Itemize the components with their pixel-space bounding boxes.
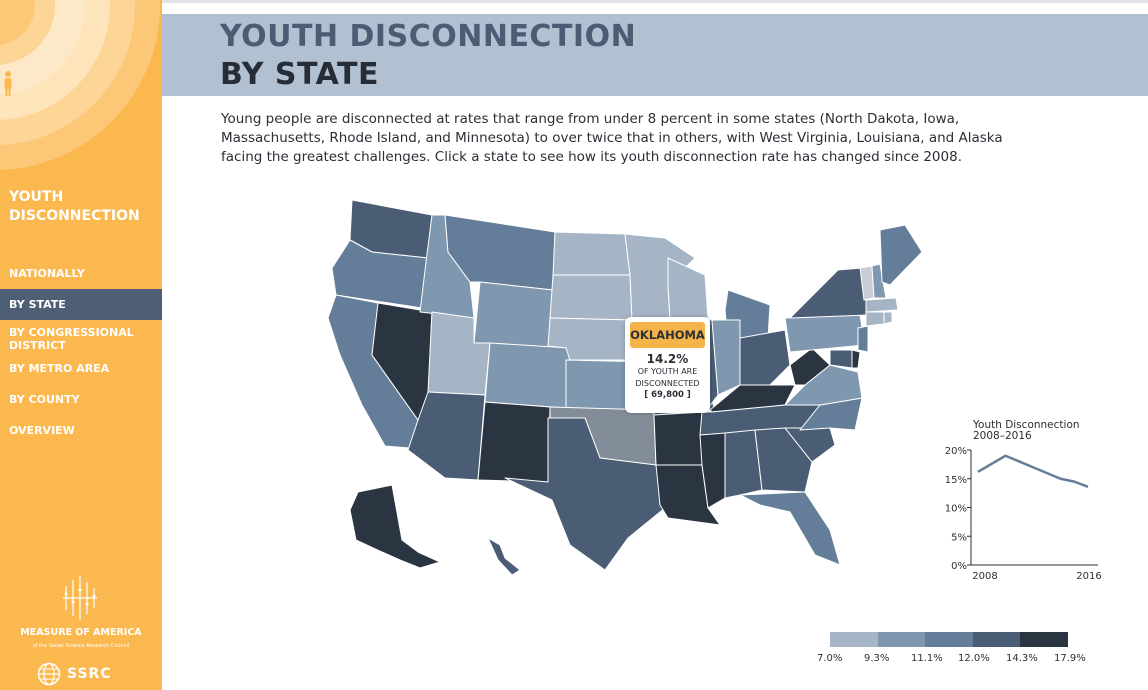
page-title-line2: BY STATE <box>220 57 379 92</box>
legend-swatch <box>925 632 973 647</box>
y-tick-label: 0% <box>951 561 967 572</box>
legend-swatch <box>972 632 1020 647</box>
state-delaware[interactable] <box>851 349 861 369</box>
state-south-dakota[interactable] <box>549 274 633 321</box>
state-connecticut[interactable] <box>865 311 885 327</box>
y-tick-label: 10% <box>945 504 967 515</box>
state-arizona[interactable] <box>407 391 486 481</box>
legend-label: 9.3% <box>864 653 890 664</box>
state-new-york[interactable] <box>789 267 869 319</box>
state-alaska[interactable] <box>349 484 441 569</box>
state-massachusetts[interactable] <box>865 297 899 313</box>
nav-by-state[interactable]: BY STATE <box>0 289 162 320</box>
trend-line-chart: 20% 15% 10% 5% 0% 2008 2016 <box>945 446 1102 582</box>
legend-swatch <box>1020 632 1068 647</box>
legend-label: 17.9% <box>1054 653 1086 664</box>
legend-label: 12.0% <box>958 653 990 664</box>
org-subtitle: of the Social Science Research Council <box>32 643 130 649</box>
state-north-carolina[interactable] <box>799 397 863 431</box>
globe-icon <box>37 662 61 686</box>
measure-of-america-logo-icon[interactable] <box>62 576 98 620</box>
state-tooltip: OKLAHOMA 14.2% OF YOUTH ARE DISCONNECTED… <box>625 317 710 413</box>
state-colorado[interactable] <box>484 342 571 409</box>
state-florida[interactable] <box>739 491 841 566</box>
state-maine[interactable] <box>879 224 923 286</box>
y-tick-label: 20% <box>945 446 967 457</box>
legend-label: 7.0% <box>817 653 843 664</box>
top-divider <box>162 0 1148 3</box>
x-tick-label: 2016 <box>1076 571 1101 582</box>
legend-label: 11.1% <box>911 653 943 664</box>
nav-by-congressional-district[interactable]: BY CONGRESSIONAL DISTRICT <box>9 326 134 352</box>
intro-text: Young people are disconnected at rates t… <box>221 111 1003 165</box>
tooltip-label-1: OF YOUTH ARE <box>637 367 698 376</box>
ssrc-logo[interactable]: SSRC <box>37 662 112 686</box>
nav-by-metro-area[interactable]: BY METRO AREA <box>9 362 110 375</box>
sidebar-nav: NATIONALLY BY STATE BY CONGRESSIONAL DIS… <box>0 258 162 446</box>
state-ohio[interactable] <box>739 329 791 386</box>
person-icon <box>4 71 12 96</box>
org-name: MEASURE OF AMERICA <box>20 627 142 638</box>
y-tick-label: 5% <box>951 532 967 543</box>
state-arkansas[interactable] <box>653 411 706 466</box>
legend-swatch <box>877 632 925 647</box>
state-texas[interactable] <box>504 417 666 571</box>
y-tick-label: 15% <box>945 475 967 486</box>
trend-chart-title: Youth Disconnection 2008–2016 <box>973 419 1080 442</box>
state-wisconsin[interactable] <box>667 257 709 321</box>
nav-overview[interactable]: OVERVIEW <box>9 424 75 437</box>
color-legend <box>830 632 1068 647</box>
state-new-jersey[interactable] <box>857 325 869 353</box>
x-tick-label: 2008 <box>972 571 997 582</box>
state-georgia[interactable] <box>754 427 813 493</box>
tooltip-count: [ 69,800 ] <box>644 390 691 400</box>
state-north-dakota[interactable] <box>552 231 631 276</box>
legend-swatch <box>830 632 878 647</box>
page-title-line1: YOUTH DISCONNECTION <box>220 19 637 54</box>
sidebar-title: YOUTH DISCONNECTION <box>9 189 140 224</box>
tooltip-label-2: DISCONNECTED <box>635 379 700 388</box>
state-pennsylvania[interactable] <box>784 314 866 353</box>
state-west-virginia[interactable] <box>789 347 831 386</box>
state-alabama[interactable] <box>724 429 763 499</box>
state-rhode-island[interactable] <box>883 311 893 325</box>
page-header: YOUTH DISCONNECTION BY STATE <box>162 14 1148 96</box>
state-hawaii[interactable] <box>487 537 521 576</box>
sidebar: YOUTH DISCONNECTION NATIONALLY BY STATE … <box>0 0 162 690</box>
nav-nationally[interactable]: NATIONALLY <box>9 267 85 280</box>
state-wyoming[interactable] <box>473 281 554 349</box>
trend-series-line <box>977 454 1089 488</box>
state-new-hampshire[interactable] <box>871 263 887 299</box>
tooltip-state-name: OKLAHOMA <box>630 322 705 348</box>
legend-label: 14.3% <box>1006 653 1038 664</box>
tooltip-rate: 14.2% <box>646 352 689 366</box>
state-new-mexico[interactable] <box>477 401 551 483</box>
state-mississippi[interactable] <box>699 432 726 509</box>
nav-by-county[interactable]: BY COUNTY <box>9 393 80 406</box>
